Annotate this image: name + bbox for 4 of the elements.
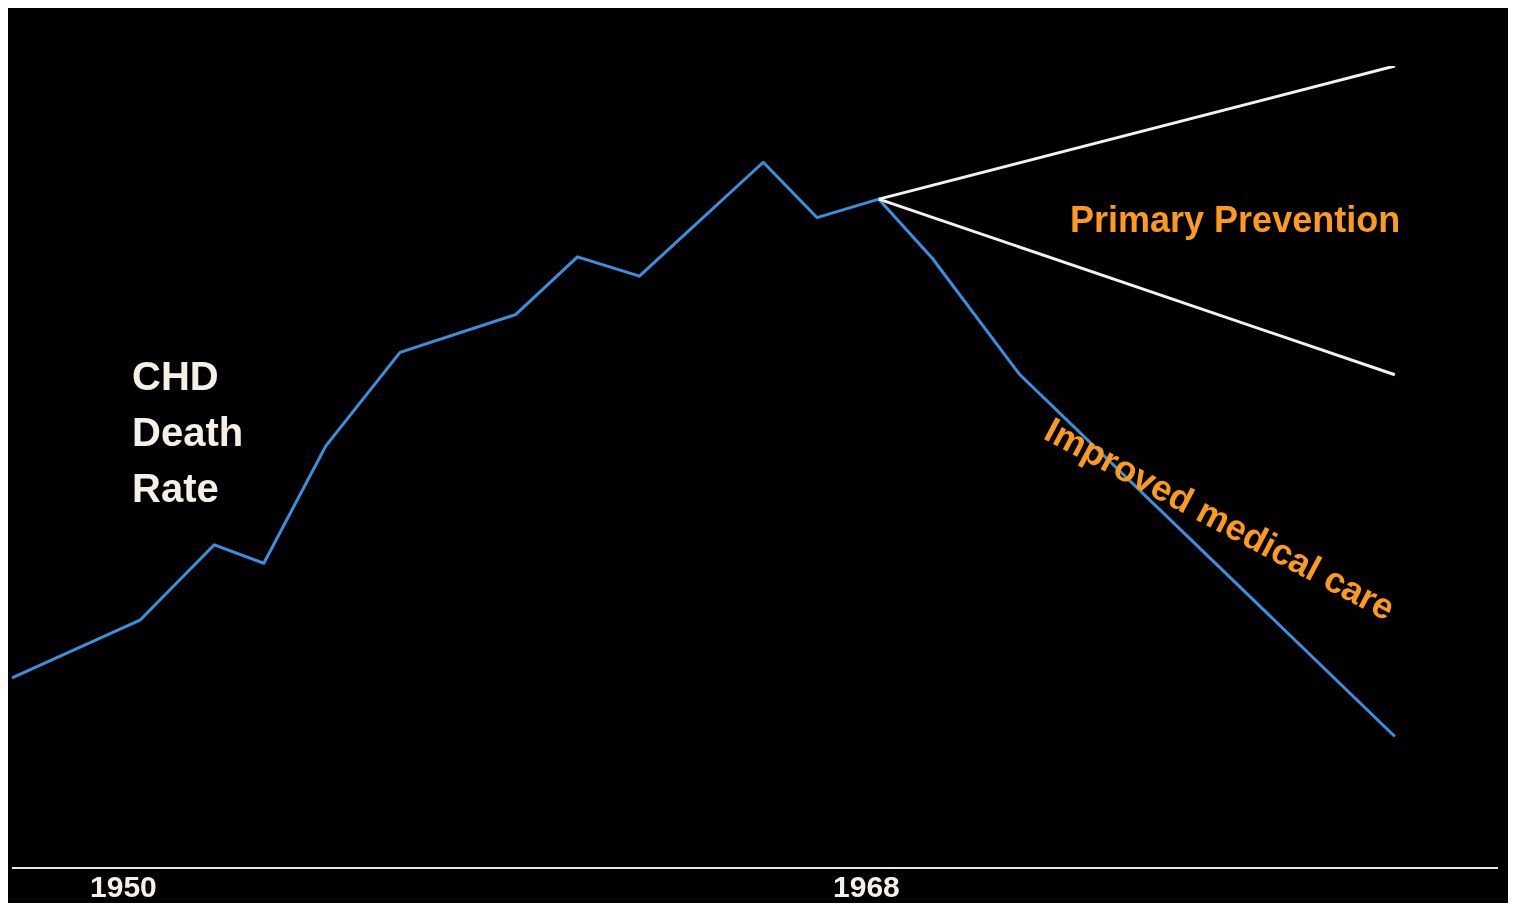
- annotation: Primary Prevention: [1070, 198, 1402, 242]
- x-tick-label: 1968: [833, 870, 900, 904]
- x-tick-label: 1950: [90, 870, 157, 904]
- annotation: CHD Death Rate: [132, 353, 245, 512]
